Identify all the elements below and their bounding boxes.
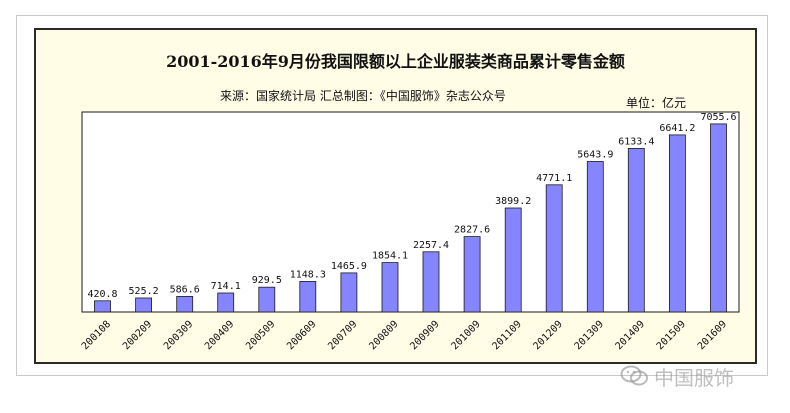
bar-201409 xyxy=(627,147,645,313)
wechat-logo-icon xyxy=(620,365,648,386)
x-tick-label-201409: 201409 xyxy=(614,319,647,352)
bar-201309 xyxy=(586,161,604,313)
bar-200309 xyxy=(176,295,194,313)
value-label-200909: 2257.4 xyxy=(413,240,449,251)
value-label-200209: 525.2 xyxy=(129,286,159,297)
x-tick-label-201609: 201609 xyxy=(696,319,729,352)
x-tick-label-201309: 201309 xyxy=(573,319,606,352)
value-label-200609: 1148.3 xyxy=(290,269,326,280)
x-tick-label-201509: 201509 xyxy=(655,319,688,352)
value-label-201309: 5643.9 xyxy=(577,150,613,161)
bar-200108 xyxy=(94,300,111,313)
bar-200409 xyxy=(217,292,235,313)
value-label-201209: 4771.1 xyxy=(536,173,572,184)
value-label-200409: 714.1 xyxy=(211,281,241,292)
x-tick-label-200609: 200609 xyxy=(285,319,318,352)
bars-group xyxy=(94,123,727,313)
x-tick-label-200209: 200209 xyxy=(121,319,154,352)
value-label-201609: 7055.6 xyxy=(700,112,736,123)
value-label-200309: 586.6 xyxy=(170,284,200,295)
x-tick-label-200709: 200709 xyxy=(326,319,359,352)
x-tick-label-201209: 201209 xyxy=(532,319,565,352)
x-tick-label-201009: 201009 xyxy=(449,319,482,352)
bar-201209 xyxy=(545,184,563,313)
bar-201109 xyxy=(504,207,522,313)
bar-200609 xyxy=(299,280,317,313)
value-label-201509: 6641.2 xyxy=(659,123,695,134)
value-label-200809: 1854.1 xyxy=(372,251,408,262)
chart-title: 2001-2016年9月份我国限额以上企业服装类商品累计零售金额 xyxy=(166,52,625,71)
watermark-text: 中国服饰 xyxy=(654,365,734,390)
bar-200209 xyxy=(135,297,153,313)
value-label-200509: 929.5 xyxy=(252,275,282,286)
chart-unit-label: 单位：亿元 xyxy=(626,96,687,110)
x-tick-label-200909: 200909 xyxy=(408,319,441,352)
value-labels-group: 420.8 525.2 586.6 714.1 929.5 1148.3 1465.9 185… xyxy=(87,112,736,300)
value-label-200709: 1465.9 xyxy=(331,261,367,272)
bar-200809 xyxy=(381,262,399,313)
value-label-201009: 2827.6 xyxy=(454,225,490,236)
bar-200509 xyxy=(258,286,276,313)
x-tick-label-201109: 201109 xyxy=(491,319,524,352)
value-label-201409: 6133.4 xyxy=(618,136,654,147)
x-tick-label-200809: 200809 xyxy=(367,319,400,352)
bar-201609 xyxy=(710,123,727,313)
x-tick-label-200509: 200509 xyxy=(244,319,277,352)
x-tick-labels-group: 200108 200209 200309 200409 200509 200609 2007… xyxy=(80,319,729,352)
x-tick-label-200108: 200108 xyxy=(80,319,113,352)
x-tick-label-200309: 200309 xyxy=(162,319,195,352)
bar-201509 xyxy=(669,134,686,313)
bar-200909 xyxy=(422,251,440,313)
x-tick-label-200409: 200409 xyxy=(203,319,236,352)
chart-subtitle: 来源：国家统计局 汇总制图：《中国服饰》杂志公众号 xyxy=(220,89,506,103)
value-label-201109: 3899.2 xyxy=(495,196,531,207)
bar-200709 xyxy=(340,272,358,313)
bar-201009 xyxy=(463,236,481,313)
value-label-200108: 420.8 xyxy=(87,289,117,300)
watermark: 中国服饰 xyxy=(620,362,734,390)
